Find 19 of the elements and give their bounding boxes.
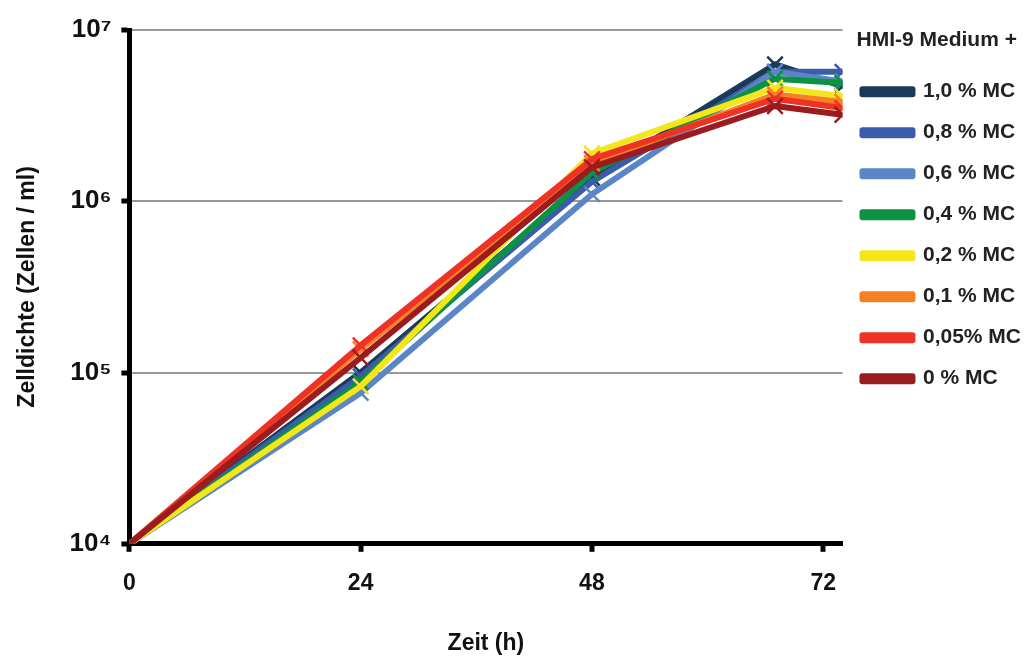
x-tick-label: 24 <box>347 568 374 595</box>
y-tick-label: 10⁶ <box>70 184 112 215</box>
legend-label: 0,1 % MC <box>922 283 1016 307</box>
legend-label: 1,0 % MC <box>922 78 1016 102</box>
y-tick-label: 10⁴ <box>69 526 112 557</box>
x-tick-label: 48 <box>579 568 605 595</box>
y-tick-label: 10⁷ <box>71 13 112 44</box>
legend-title: HMI-9 Medium + <box>856 27 1017 51</box>
y-axis-title: Zelldichte (Zellen / ml) <box>13 166 40 408</box>
x-tick-label: 72 <box>810 568 836 595</box>
legend-label: 0,4 % MC <box>922 201 1016 225</box>
y-tick-label: 10⁵ <box>70 355 112 386</box>
legend-label: 0,2 % MC <box>922 242 1016 266</box>
legend-label: 0 % MC <box>922 365 998 389</box>
x-axis-title: Zeit (h) <box>447 628 525 655</box>
legend-label: 0,8 % MC <box>922 119 1016 143</box>
x-tick-label: 0 <box>122 568 136 595</box>
legend-label: 0,05% MC <box>922 324 1022 348</box>
legend-label: 0,6 % MC <box>922 160 1016 184</box>
